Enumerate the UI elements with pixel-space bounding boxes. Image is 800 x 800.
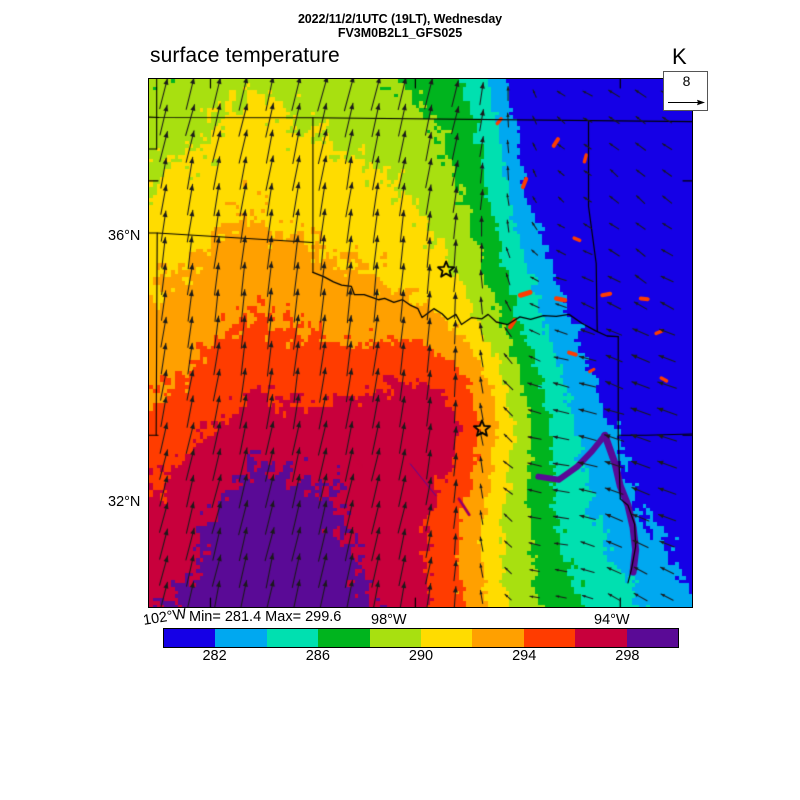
- lon-tick-label-94w: 94°W: [594, 612, 630, 628]
- colorbar-segment-4: [369, 629, 422, 647]
- colorbar-segment-8: [575, 629, 627, 647]
- colorbar-segment-3: [318, 629, 370, 647]
- colorbar-segment-5: [421, 629, 473, 647]
- reference-vector-legend: 8: [663, 71, 708, 111]
- colorbar-segment-9: [626, 629, 679, 647]
- title-block: 2022/11/2/1UTC (19LT), Wednesday FV3M0B2…: [0, 12, 800, 40]
- colorbar-tick-286: 286: [305, 648, 330, 664]
- variable-title: surface temperature: [150, 44, 340, 67]
- colorbar-tick-290: 290: [408, 648, 434, 664]
- colorbar-tick-282: 282: [202, 648, 227, 664]
- lon-tick-label-102w: 102°W: [142, 606, 188, 629]
- colorbar-segment-1: [215, 629, 267, 647]
- colorbar-segment-7: [523, 629, 576, 647]
- colorbar: [163, 628, 679, 648]
- colorbar-segment-6: [472, 629, 524, 647]
- forecast-time-title: 2022/11/2/1UTC (19LT), Wednesday: [297, 12, 503, 26]
- colorbar-segment-0: [164, 629, 216, 647]
- lat-tick-label-36n: 36°N: [108, 228, 141, 244]
- lat-tick-label-32n: 32°N: [108, 494, 141, 510]
- lon-tick-label-98w: 98°W: [371, 612, 407, 628]
- unit-label: K: [672, 44, 687, 69]
- colorbar-tick-294: 294: [512, 648, 537, 664]
- colorbar-segment-2: [266, 629, 319, 647]
- colorbar-tick-labels: 282 286 290 294 298: [163, 648, 679, 668]
- reference-vector-magnitude: 8: [682, 73, 691, 89]
- map-plot-area[interactable]: [148, 78, 693, 608]
- wind-vector-and-border-overlay: [149, 79, 692, 607]
- min-max-annotation: Min= 281.4 Max= 299.6: [189, 609, 342, 625]
- model-name-title: FV3M0B2L1_GFS025: [337, 26, 463, 40]
- right-arrow-icon: [668, 99, 705, 106]
- colorbar-tick-298: 298: [615, 648, 640, 664]
